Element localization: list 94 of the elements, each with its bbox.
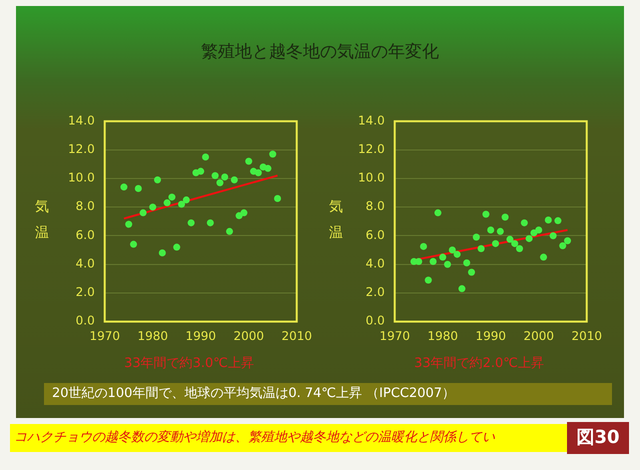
- x-axis-title: 33年間で約3.0℃上昇: [123, 355, 255, 372]
- point: [164, 199, 171, 206]
- point: [511, 240, 518, 248]
- caption: 図30: [567, 422, 629, 454]
- point: [492, 240, 500, 248]
- point: [245, 158, 252, 165]
- y-tick-label: 12.0: [68, 142, 95, 156]
- x-tick-label: 1980: [427, 328, 458, 343]
- point: [454, 250, 461, 258]
- y-tick-label: 10.0: [68, 170, 95, 185]
- point: [158, 249, 166, 256]
- y-axis-title: 気温: [34, 198, 50, 243]
- point: [130, 240, 138, 248]
- y-tick-label: 0.0: [76, 314, 95, 328]
- point: [154, 176, 162, 184]
- point: [448, 246, 456, 254]
- point: [420, 242, 428, 250]
- point: [496, 228, 504, 235]
- point: [472, 234, 480, 241]
- point: [140, 209, 147, 216]
- point: [506, 236, 514, 243]
- y-tick-label: 8.0: [366, 199, 385, 214]
- point: [415, 258, 422, 265]
- point: [168, 194, 176, 201]
- y-tick-label: 2.0: [76, 285, 95, 300]
- point: [197, 168, 204, 175]
- chart-title: 繁殖地と越冬地の気温の年変化: [200, 41, 440, 63]
- y-tick-label: 4.0: [76, 256, 95, 270]
- x-tick-label: 2010: [571, 328, 602, 343]
- point: [264, 164, 272, 172]
- point: [535, 226, 542, 234]
- text: コハクチョウの越冬数の変動や増加は、繁殖地や越冬地などの温暖化と関係してい: [10, 424, 569, 452]
- y-tick-label: 6.0: [76, 228, 95, 242]
- point: [502, 214, 509, 221]
- point: [230, 176, 238, 184]
- point: [188, 219, 195, 226]
- point: [559, 242, 566, 250]
- y-tick-label: 14.0: [68, 113, 95, 128]
- point: [482, 210, 490, 218]
- x-tick-label: 2000: [233, 328, 264, 343]
- point: [212, 172, 219, 180]
- point: [526, 235, 533, 242]
- y-tick-label: 0.0: [366, 314, 385, 328]
- y-tick-label: 6.0: [366, 228, 385, 242]
- point: [478, 245, 485, 252]
- point: [540, 254, 548, 261]
- point: [182, 196, 190, 204]
- point: [226, 228, 234, 235]
- point: [458, 285, 466, 292]
- x-tick-label: 2000: [523, 328, 554, 343]
- point: [564, 237, 572, 244]
- point: [120, 184, 128, 191]
- point: [463, 259, 470, 266]
- point: [424, 276, 432, 284]
- point: [434, 209, 442, 216]
- point: [240, 209, 248, 216]
- point: [173, 244, 180, 251]
- point: [444, 260, 452, 268]
- y-tick-label: 2.0: [366, 285, 385, 300]
- point: [206, 219, 214, 226]
- point: [202, 153, 210, 160]
- point: [125, 220, 132, 228]
- point: [254, 169, 262, 176]
- x-tick-label: 1970: [379, 328, 410, 343]
- point: [216, 179, 224, 186]
- text: 20世紀の100年間で、地球の平均気温は0. 74℃上昇 （IPCC2007）: [44, 383, 612, 405]
- x-tick-label: 2010: [281, 328, 312, 343]
- point: [544, 216, 552, 224]
- point: [554, 217, 562, 224]
- y-axis-title: 気温: [328, 198, 344, 243]
- point: [274, 194, 282, 202]
- point: [134, 184, 142, 192]
- point: [550, 232, 557, 240]
- point: [430, 258, 437, 265]
- x-tick-label: 1970: [89, 328, 120, 343]
- x-tick-label: 1990: [475, 328, 506, 343]
- point: [439, 254, 446, 261]
- y-tick-label: 12.0: [358, 142, 385, 156]
- point: [530, 229, 538, 236]
- point: [487, 226, 494, 234]
- y-tick-label: 8.0: [76, 199, 95, 214]
- point: [468, 268, 476, 276]
- point: [520, 219, 528, 226]
- point: [149, 204, 156, 211]
- x-tick-label: 1980: [137, 328, 168, 343]
- y-tick-label: 14.0: [358, 113, 385, 128]
- y-tick-label: 10.0: [358, 170, 385, 185]
- point: [178, 200, 186, 208]
- point: [516, 245, 524, 252]
- point: [269, 150, 276, 158]
- y-tick-label: 4.0: [366, 256, 385, 270]
- x-axis-title: 33年間で約2.0℃上昇: [413, 355, 545, 372]
- point: [221, 174, 228, 181]
- x-tick-label: 1990: [185, 328, 216, 343]
